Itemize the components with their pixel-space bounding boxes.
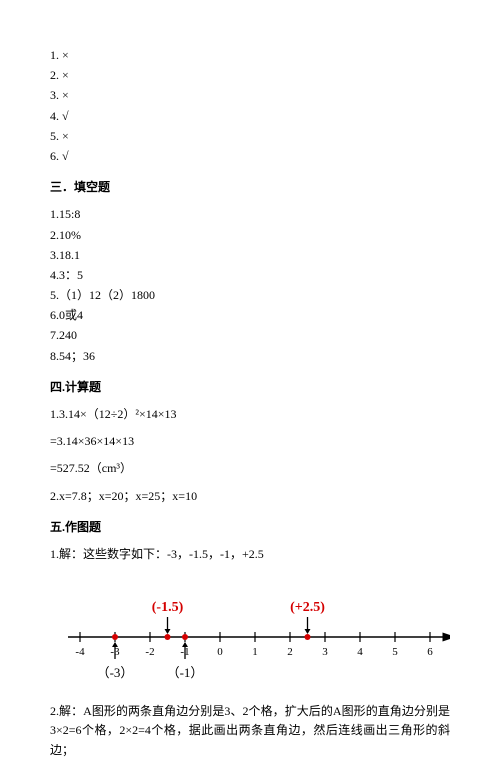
truefalse-item: 4. √ [50, 107, 450, 126]
section4-lines: 1.3.14×（12÷2）²×14×13 =3.14×36×14×13 =527.5… [50, 405, 450, 506]
section5-q2: 2.解：A图形的两条直角边分别是3、2个格，扩大后的A图形的直角边分别是3×2=… [50, 702, 450, 760]
truefalse-list: 1. ×2. ×3. × 4. √5. ×6. √ [50, 46, 450, 166]
truefalse-item: 5. × [50, 127, 450, 146]
svg-text:-4: -4 [75, 646, 85, 658]
svg-text:0: 0 [217, 646, 223, 658]
section4-line: 1.3.14×（12÷2）²×14×13 [50, 405, 450, 424]
truefalse-item: 3. × [50, 86, 450, 105]
svg-text:6: 6 [427, 646, 433, 658]
section3-item: 7.240 [50, 326, 450, 345]
svg-text:（-3）: （-3） [97, 665, 134, 680]
svg-text:3: 3 [322, 646, 328, 658]
svg-text:(-1.5): (-1.5) [152, 600, 184, 615]
svg-text:2: 2 [287, 646, 293, 658]
section3-item: 2.10% [50, 226, 450, 245]
section4-title: 四.计算题 [50, 378, 450, 397]
svg-text:(+2.5): (+2.5) [290, 600, 325, 615]
section4-line: =3.14×36×14×13 [50, 432, 450, 451]
section3-item: 6.0或4 [50, 306, 450, 325]
truefalse-item: 2. × [50, 66, 450, 85]
section3-title: 三．填空题 [50, 178, 450, 197]
section3-item: 8.54；36 [50, 347, 450, 366]
section5-title: 五.作图题 [50, 518, 450, 537]
svg-text:1: 1 [252, 646, 258, 658]
section4-line: 2.x=7.8；x=20；x=25；x=10 [50, 487, 450, 506]
section3-list: 1.15:8 2.10%3.18.14.3：55.（1）12（2）18006.0或… [50, 205, 450, 366]
section4-line: =527.52（cm³） [50, 459, 450, 478]
number-line-svg: -4-3-2-10123456(-1.5)(+2.5)（-3）（-1） [50, 582, 450, 692]
svg-text:-2: -2 [145, 646, 154, 658]
section3-item: 4.3：5 [50, 266, 450, 285]
svg-text:4: 4 [357, 646, 363, 658]
section3-item: 5.（1）12（2）1800 [50, 286, 450, 305]
svg-text:5: 5 [392, 646, 398, 658]
svg-text:（-1）: （-1） [167, 665, 204, 680]
section3-item: 3.18.1 [50, 246, 450, 265]
number-line-figure: -4-3-2-10123456(-1.5)(+2.5)（-3）（-1） [50, 582, 450, 692]
section3-item: 1.15:8 [50, 205, 450, 224]
section5-q1: 1.解：这些数字如下：-3，-1.5，-1，+2.5 [50, 545, 450, 564]
truefalse-item: 6. √ [50, 147, 450, 166]
truefalse-item: 1. × [50, 46, 450, 65]
